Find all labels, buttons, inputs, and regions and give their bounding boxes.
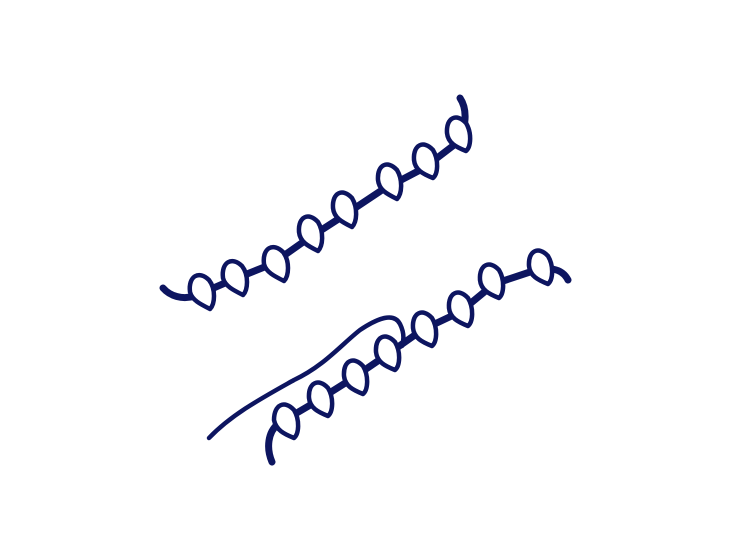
lower-loop-6 bbox=[446, 290, 475, 329]
lower-loop-2 bbox=[306, 380, 335, 419]
lower-loop-3 bbox=[341, 358, 370, 397]
upper-loop-8 bbox=[444, 115, 473, 154]
upper-loop-6 bbox=[375, 162, 404, 202]
lower-loop-7 bbox=[477, 262, 506, 301]
upper-coil-line bbox=[159, 94, 473, 312]
lower-loop-8 bbox=[526, 248, 555, 287]
lower-loop-1 bbox=[271, 402, 301, 441]
thin-guide-line bbox=[206, 315, 406, 441]
upper-loop-2 bbox=[220, 258, 250, 298]
upper-loop-1 bbox=[187, 272, 217, 312]
upper-coil-spine bbox=[159, 94, 469, 302]
lower-loop-5 bbox=[410, 310, 439, 349]
lower-coil-line bbox=[265, 248, 572, 466]
upper-loop-7 bbox=[411, 142, 440, 181]
upper-loop-3 bbox=[261, 244, 291, 284]
lower-loop-4 bbox=[373, 334, 402, 373]
upper-loop-4 bbox=[296, 214, 325, 254]
upper-loop-5 bbox=[330, 190, 359, 230]
lower-coil-spine bbox=[265, 265, 572, 466]
